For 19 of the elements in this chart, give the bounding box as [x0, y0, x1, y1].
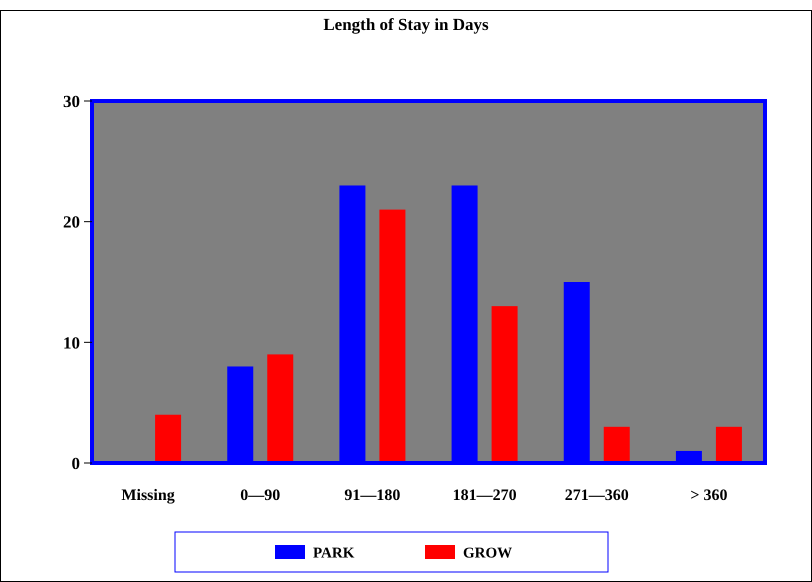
- x-tick-label: 0—90: [240, 487, 280, 504]
- x-tick-label: 91—180: [344, 487, 400, 504]
- bar: [604, 426, 630, 463]
- x-tick-label: 271—360: [564, 487, 629, 504]
- bar: [379, 210, 406, 463]
- y-tick-label: 20: [63, 212, 80, 232]
- x-tick-label: 181—270: [452, 487, 517, 504]
- bar: [267, 354, 294, 463]
- legend-label: GROW: [463, 545, 512, 562]
- bar: [155, 414, 182, 463]
- bar: [492, 306, 518, 463]
- y-tick-label: 10: [63, 333, 80, 352]
- bar: [716, 426, 742, 463]
- y-tick-label: 0: [72, 454, 80, 473]
- x-tick-label: > 360: [690, 487, 728, 504]
- y-tick-label: 30: [63, 92, 80, 111]
- chart-title: Length of Stay in Days: [323, 15, 490, 34]
- x-tick-label: Missing: [121, 487, 175, 504]
- legend-label: PARK: [313, 545, 355, 562]
